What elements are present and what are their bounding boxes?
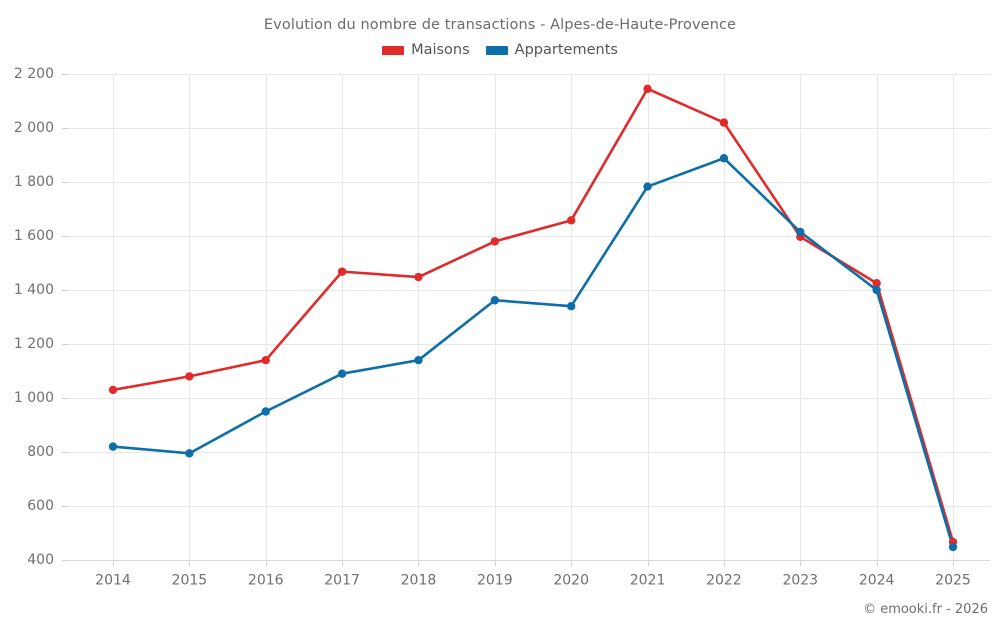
legend-label-maisons: Maisons (411, 42, 470, 58)
legend-swatch-maisons (382, 45, 405, 55)
y-axis-label: 1 800 (14, 174, 54, 190)
y-axis-label: 2 200 (14, 66, 54, 82)
legend-item-appartements[interactable]: Appartements (485, 42, 618, 58)
x-axis-label: 2020 (553, 573, 589, 589)
data-point-maisons-2018[interactable] (414, 272, 423, 282)
data-point-maisons-2016[interactable] (261, 356, 270, 365)
x-axis-label: 2018 (401, 573, 437, 589)
data-point-appartements-2024[interactable] (872, 285, 881, 295)
grid-lines (62, 74, 990, 566)
data-point-maisons-2024[interactable] (872, 279, 881, 288)
y-axis-label: 800 (27, 444, 54, 460)
data-point-appartements-2022[interactable] (719, 154, 729, 163)
data-point-appartements-2019[interactable] (490, 296, 500, 305)
data-point-appartements-2018[interactable] (414, 356, 423, 365)
data-point-appartements-2021[interactable] (643, 182, 652, 191)
y-axis-label: 400 (27, 552, 54, 568)
y-axis-label: 1 400 (14, 282, 54, 298)
copyright-credit: © emooki.fr - 2026 (863, 602, 988, 617)
y-axis-label: 1 000 (14, 390, 54, 406)
x-axis-label: 2014 (95, 573, 131, 589)
y-axis-label: 1 600 (14, 228, 54, 244)
data-point-maisons-2014[interactable] (108, 385, 118, 395)
data-point-appartements-2017[interactable] (337, 369, 347, 378)
x-axis-label: 2022 (706, 573, 742, 589)
x-axis-label: 2021 (630, 573, 666, 589)
x-axis-label: 2025 (935, 573, 971, 589)
data-point-appartements-2015[interactable] (185, 449, 194, 458)
data-point-appartements-2014[interactable] (108, 442, 118, 451)
data-point-maisons-2017[interactable] (337, 267, 347, 276)
x-axis-label: 2024 (859, 573, 895, 589)
data-point-maisons-2019[interactable] (490, 237, 500, 246)
chart-title: Evolution du nombre de transactions - Al… (263, 17, 737, 33)
legend-label-appartements: Appartements (514, 42, 618, 58)
data-point-appartements-2016[interactable] (261, 407, 270, 416)
y-axis-tick-labels: 400 600 800 1 000 1 200 1 400 1 600 1 800 2 000 2… (14, 66, 54, 568)
x-axis-label: 2015 (172, 573, 208, 589)
data-point-appartements-2020[interactable] (566, 302, 576, 311)
data-series (108, 84, 958, 552)
y-axis-label: 2 000 (14, 120, 54, 136)
data-point-appartements-2023[interactable] (796, 227, 805, 237)
x-axis-label: 2023 (782, 573, 818, 589)
series-line-appartements (111, 156, 955, 549)
data-point-maisons-2022[interactable] (719, 118, 729, 127)
x-axis-label: 2016 (248, 573, 284, 589)
data-point-maisons-2020[interactable] (566, 216, 576, 225)
series-line-maisons (111, 87, 955, 544)
data-point-maisons-2021[interactable] (643, 84, 652, 94)
legend-swatch-appartements (485, 45, 508, 55)
data-point-maisons-2015[interactable] (185, 372, 194, 381)
y-axis-label: 600 (27, 498, 54, 514)
x-axis-label: 2019 (477, 573, 513, 589)
legend-item-maisons[interactable]: Maisons (382, 42, 470, 58)
x-axis-tick-labels: 2014 2015 2016 2017 2018 2019 2020 2021 2022 2023… (95, 573, 971, 589)
chart-legend: Maisons Appartements (0, 42, 1000, 58)
x-axis-label: 2017 (324, 573, 360, 589)
y-axis-label: 1 200 (14, 336, 54, 352)
data-point-appartements-2025[interactable] (948, 542, 958, 552)
